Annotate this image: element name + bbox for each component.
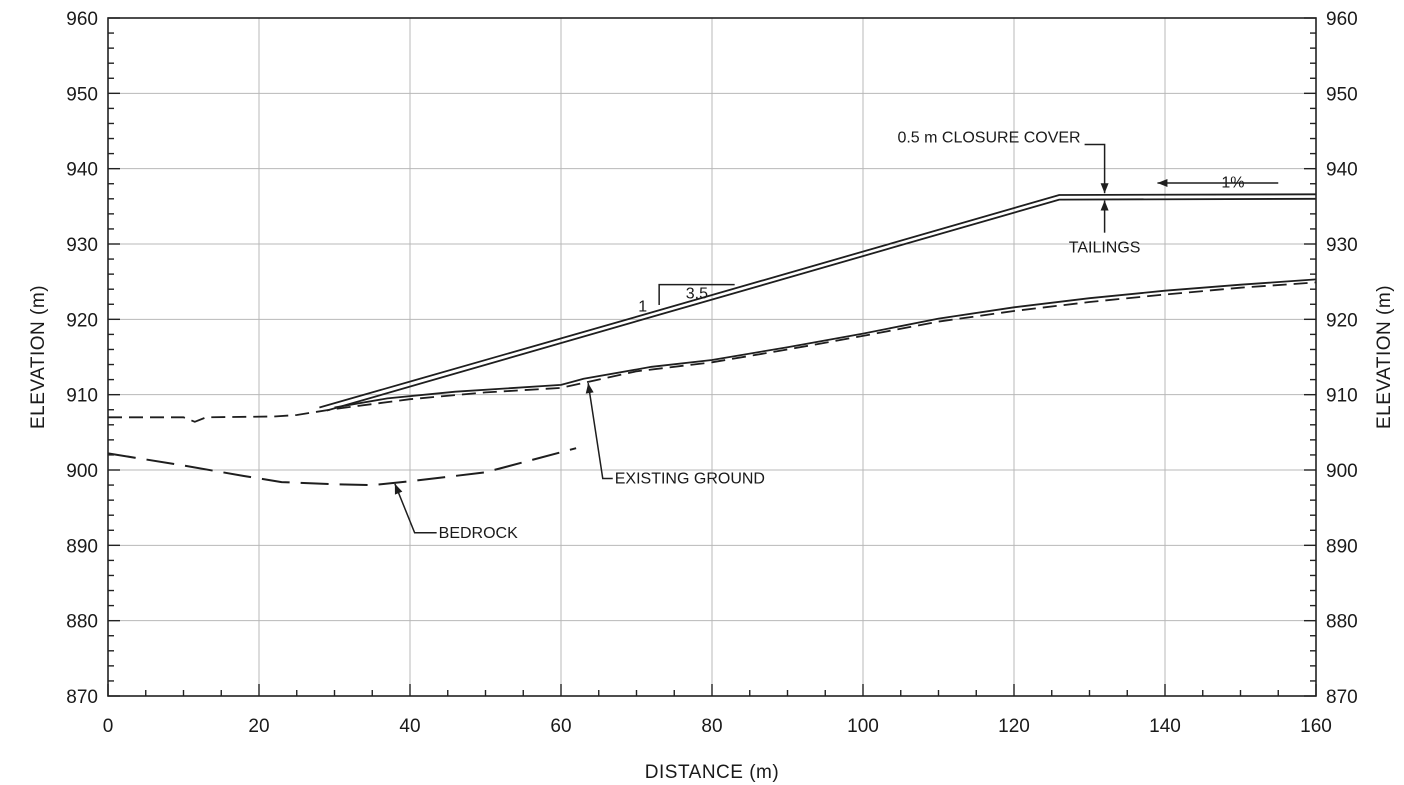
existing-ground-leader xyxy=(587,382,613,480)
bedrock-arrow xyxy=(394,483,403,495)
y-tick-label-right: 870 xyxy=(1326,687,1358,708)
y-tick-label-right: 950 xyxy=(1326,84,1358,105)
closure-cover-label: 0.5 m CLOSURE COVER xyxy=(897,129,1080,146)
y-tick-label-right: 920 xyxy=(1326,310,1358,331)
y-tick-label-left: 940 xyxy=(66,160,98,181)
y-tick-label-left: 910 xyxy=(66,386,98,407)
closure-cover-arrow xyxy=(1100,183,1109,194)
x-tick-label: 40 xyxy=(399,716,420,737)
existing-ground-label: EXISTING GROUND xyxy=(615,471,765,488)
closure-cover-leader xyxy=(1084,143,1106,194)
slope-ratio-triangle xyxy=(658,283,735,306)
series-layer xyxy=(107,193,1317,487)
y-tick-label-left: 950 xyxy=(66,84,98,105)
tailings-surface-line xyxy=(326,197,1317,412)
y-tick-label-right: 900 xyxy=(1326,461,1358,482)
x-tick-label: 140 xyxy=(1149,716,1181,737)
closure-cover-line xyxy=(319,193,1317,409)
slope-ratio-rise-label: 1 xyxy=(638,299,647,316)
y-tick-label-right: 940 xyxy=(1326,160,1358,181)
y-tick-label-left: 930 xyxy=(66,235,98,256)
x-tick-label: 100 xyxy=(847,716,879,737)
y-tick-label-left: 920 xyxy=(66,310,98,331)
y-tick-label-right: 930 xyxy=(1326,235,1358,256)
slope-ratio-run-label: 3.5 xyxy=(686,286,708,303)
existing-ground-line xyxy=(108,281,1317,423)
x-tick-label: 160 xyxy=(1300,716,1332,737)
bedrock-leader xyxy=(394,483,437,534)
y-tick-label-left: 960 xyxy=(66,9,98,30)
existing-ground-arrow xyxy=(585,383,594,394)
y-tick-label-left: 900 xyxy=(66,461,98,482)
x-axis-title: DISTANCE (m) xyxy=(645,762,779,783)
slope-arrow-head xyxy=(1157,178,1168,187)
grid-layer xyxy=(107,17,1317,697)
tick-layer xyxy=(107,17,1317,697)
x-tick-label: 120 xyxy=(998,716,1030,737)
y-axis-title-left: ELEVATION (m) xyxy=(28,285,49,429)
x-tick-label: 0 xyxy=(103,716,114,737)
x-tick-label: 80 xyxy=(701,716,722,737)
y-tick-label-right: 880 xyxy=(1326,612,1358,633)
x-tick-label: 20 xyxy=(248,716,269,737)
y-tick-label-left: 870 xyxy=(66,687,98,708)
tick-label-layer: 0 20 40 60 80 100 120 140 160 870 870 880 880 890 890 9… xyxy=(66,9,1357,737)
bedrock-line xyxy=(107,447,577,487)
ground-surface-line xyxy=(334,278,1317,409)
y-axis-title-right: ELEVATION (m) xyxy=(1374,285,1395,429)
y-tick-label-right: 960 xyxy=(1326,9,1358,30)
y-tick-label-left: 890 xyxy=(66,536,98,557)
y-tick-label-right: 890 xyxy=(1326,536,1358,557)
y-tick-label-right: 910 xyxy=(1326,386,1358,407)
x-tick-label: 60 xyxy=(550,716,571,737)
tailings-label: TAILINGS xyxy=(1069,239,1141,256)
tailings-arrow xyxy=(1100,200,1109,211)
y-tick-label-left: 880 xyxy=(66,612,98,633)
annotation-layer: 0.5 m CLOSURE COVER TAILINGS 1% 3.5 1 EX… xyxy=(394,129,1279,542)
bedrock-label: BEDROCK xyxy=(439,525,518,542)
